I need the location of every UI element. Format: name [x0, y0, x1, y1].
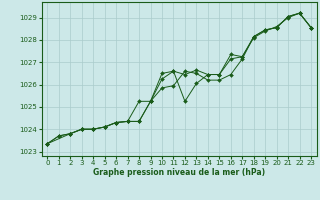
- X-axis label: Graphe pression niveau de la mer (hPa): Graphe pression niveau de la mer (hPa): [93, 168, 265, 177]
